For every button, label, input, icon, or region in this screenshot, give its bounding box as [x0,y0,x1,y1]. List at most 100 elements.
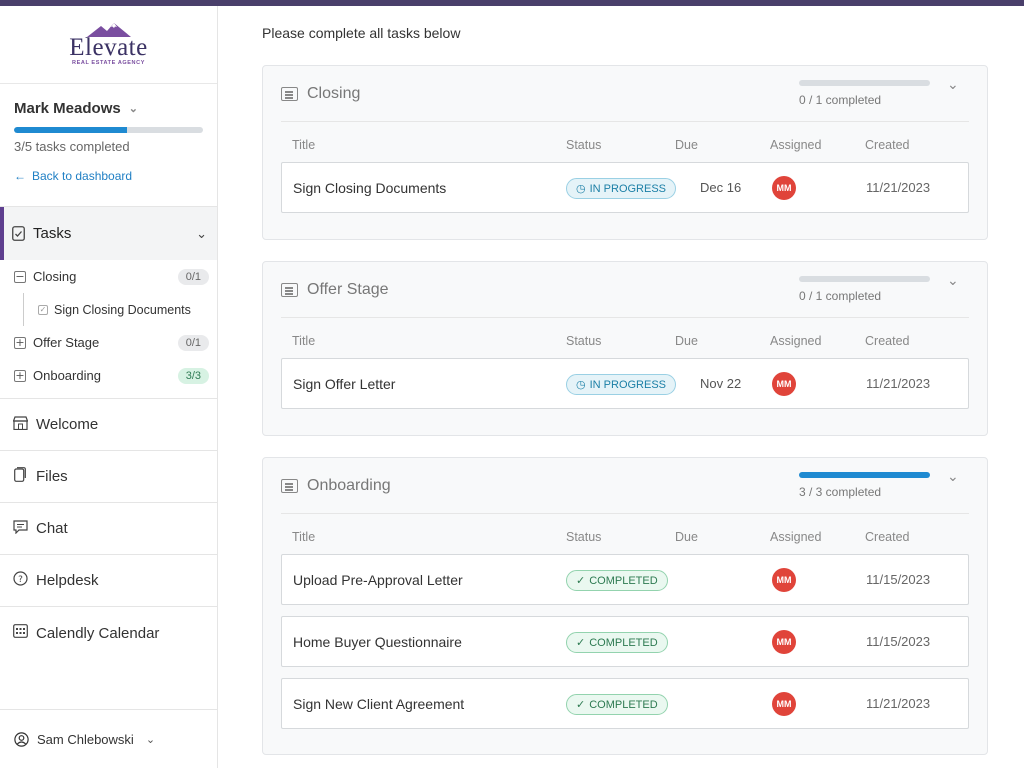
user-circle-icon [14,731,29,747]
tree-group-label: Offer Stage [33,335,100,350]
checkbox-icon: ✓ [38,304,48,315]
col-due: Due [675,138,698,152]
chevron-down-icon[interactable]: ⌄ [947,468,959,484]
status-text: COMPLETED [589,698,658,711]
brand-name: Elevate [69,34,148,61]
nav-item-files[interactable]: Files [0,451,217,503]
section-header[interactable]: Onboarding 3 / 3 completed ⌄ [281,458,969,514]
storefront-icon [12,415,28,434]
nav-label: Chat [36,520,68,537]
nav-item-welcome[interactable]: Welcome [0,399,217,451]
col-status: Status [566,530,602,544]
col-due: Due [675,530,698,544]
section-title-wrap: Onboarding [281,477,391,495]
section-card-closing: Closing 0 / 1 completed ⌄ Title Status D… [262,65,988,240]
task-row[interactable]: Sign New Client Agreement ✓ COMPLETED MM … [281,678,969,729]
nav-item-calendly-calendar[interactable]: Calendly Calendar [0,607,217,659]
clock-icon: ◷ [576,379,586,391]
task-row[interactable]: Upload Pre-Approval Letter ✓ COMPLETED MM… [281,554,969,605]
expand-icon[interactable]: + [14,368,26,382]
group-count-badge: 3/3 [177,367,209,384]
account-menu[interactable]: Sam Chlebowski ⌄ [0,709,217,768]
status-text: IN PROGRESS [589,378,667,391]
task-title: Sign Offer Letter [293,376,396,392]
nav-item-helpdesk[interactable]: ? Helpdesk [0,555,217,607]
task-created: 11/15/2023 [866,634,931,649]
nav-item-tasks[interactable]: Tasks ⌄ [0,207,217,260]
col-due: Due [675,334,698,348]
back-link-label: Back to dashboard [32,169,133,183]
tasks-completed-label: 3/5 tasks completed [14,139,130,154]
task-created: 11/21/2023 [866,180,931,195]
nav-label: Calendly Calendar [36,624,160,642]
page-instructions: Please complete all tasks below [262,25,461,41]
nav-item-chat[interactable]: Chat [0,503,217,555]
col-created: Created [865,334,910,348]
clock-icon: ◷ [576,183,586,195]
task-row[interactable]: Sign Closing Documents ◷ IN PROGRESS Dec … [281,162,969,213]
section-progress-fill [799,472,930,478]
chat-icon [12,519,28,538]
calendar-icon [12,624,28,642]
status-badge: ◷ IN PROGRESS [566,374,677,395]
overall-progress-bar [14,127,203,133]
check-icon: ✓ [576,699,586,711]
tree-group-closing[interactable]: − Closing 0/1 [14,260,209,293]
status-badge: ✓ COMPLETED [566,694,668,715]
table-header: Title Status Due Assigned Created [281,514,969,554]
avatar: MM [772,176,796,200]
section-header[interactable]: Closing 0 / 1 completed ⌄ [281,66,969,122]
list-doc-icon [281,479,298,493]
task-created: 11/21/2023 [866,376,931,391]
task-row[interactable]: Home Buyer Questionnaire ✓ COMPLETED MM 1… [281,616,969,667]
section-completed-count: 0 / 1 completed [799,289,882,303]
task-due: Nov 22 [700,376,742,391]
expand-icon[interactable]: + [14,335,26,349]
task-due: Dec 16 [700,180,742,195]
avatar: MM [772,692,796,716]
tree-group-onboarding[interactable]: + Onboarding 3/3 [14,359,209,392]
tree-group-label: Closing [33,269,77,284]
task-title: Home Buyer Questionnaire [293,634,462,650]
tree-task-sign-closing-documents[interactable]: ✓ Sign Closing Documents [23,293,209,326]
back-to-dashboard-link[interactable]: ← Back to dashboard [14,169,203,183]
status-badge: ◷ IN PROGRESS [566,178,677,199]
section-title-wrap: Offer Stage [281,281,389,299]
client-summary: Mark Meadows ⌄ 3/5 tasks completed ← Bac… [0,84,217,207]
top-accent-bar [0,0,1024,6]
check-icon: ✓ [576,637,586,649]
chevron-down-icon[interactable]: ⌄ [947,76,959,92]
file-icon [12,467,28,486]
col-title: Title [292,138,316,152]
chevron-down-icon[interactable]: ⌄ [947,272,959,288]
chevron-down-icon: ⌄ [196,225,207,241]
chevron-down-icon: ⌄ [128,103,138,115]
tree-group-offer-stage[interactable]: + Offer Stage 0/1 [14,326,209,359]
status-text: COMPLETED [589,574,658,587]
check-icon: ✓ [576,575,586,587]
collapse-icon[interactable]: − [14,269,26,283]
help-circle-icon: ? [12,571,28,590]
task-title: Sign New Client Agreement [293,696,465,712]
account-user-name: Sam Chlebowski [37,731,134,747]
section-progress-bar [799,472,930,478]
avatar: MM [772,372,796,396]
brand-logo[interactable]: Elevate REAL ESTATE AGENCY [0,6,217,84]
task-title: Upload Pre-Approval Letter [293,572,463,588]
section-completed-count: 0 / 1 completed [799,93,882,107]
section-progress-bar [799,276,930,282]
task-row[interactable]: Sign Offer Letter ◷ IN PROGRESS Nov 22 MM… [281,358,969,409]
brand-tagline: REAL ESTATE AGENCY [72,60,145,66]
col-assigned: Assigned [770,530,822,544]
tree-group-label: Onboarding [33,368,101,383]
nav-label: Helpdesk [36,572,99,589]
section-header[interactable]: Offer Stage 0 / 1 completed ⌄ [281,262,969,318]
status-text: IN PROGRESS [589,182,667,195]
section-title: Offer Stage [307,281,389,298]
client-selector[interactable]: Mark Meadows ⌄ [14,100,203,117]
nav-tasks-label: Tasks [33,225,72,242]
overall-progress-fill [14,127,128,133]
tree-task-label: Sign Closing Documents [54,302,191,317]
svg-text:?: ? [18,575,23,585]
status-text: COMPLETED [589,636,658,649]
